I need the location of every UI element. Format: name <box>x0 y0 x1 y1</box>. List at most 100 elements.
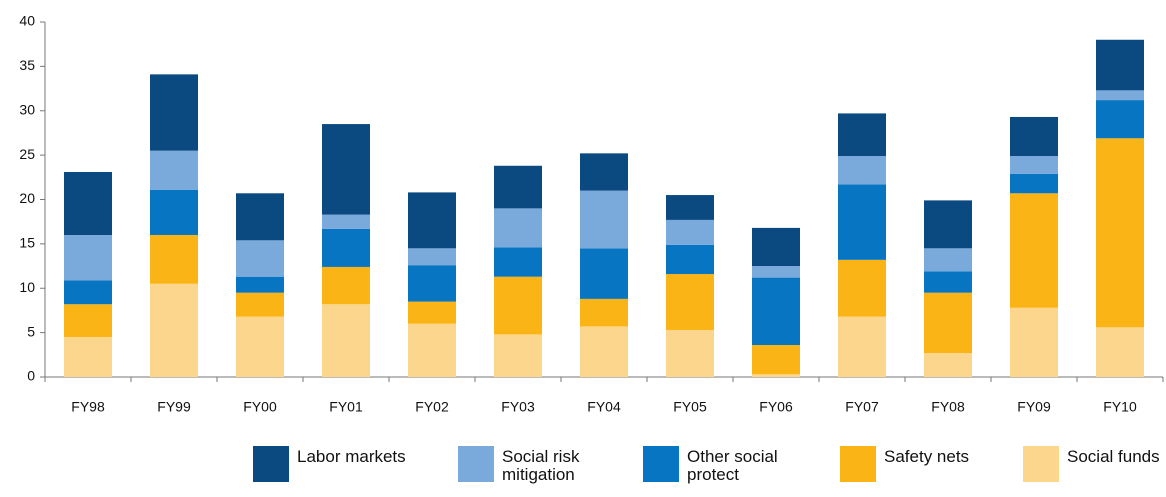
bar-segment <box>752 374 800 377</box>
bar-segment <box>494 208 542 248</box>
legend-item: Labor markets <box>253 446 407 482</box>
x-tick-label: FY00 <box>243 399 277 415</box>
bar-segment <box>64 171 112 235</box>
bar-segment <box>236 193 284 241</box>
bar-segment <box>236 240 284 277</box>
bar-segment <box>64 235 112 281</box>
chart: 0 5 10 15 20 25 30 35 40 FY98 FY99 FY00 FY01 FY02 FY03… <box>19 13 1164 415</box>
bar-segment <box>752 227 800 267</box>
bar-segment <box>322 228 370 267</box>
bar-segment <box>838 113 886 157</box>
bar-segment <box>1096 100 1144 139</box>
bar-segment <box>580 326 628 377</box>
x-tick-label: FY99 <box>157 399 191 415</box>
bar-segment <box>150 235 198 284</box>
x-tick-label: FY09 <box>1017 399 1051 415</box>
legend-swatch <box>1023 446 1059 482</box>
bar-segment <box>924 353 972 377</box>
bar-segment <box>1010 116 1058 157</box>
bar-segment <box>666 219 714 245</box>
bar-segment <box>494 276 542 335</box>
y-tick-label: 20 <box>19 190 35 206</box>
bar-segment <box>64 280 112 305</box>
x-tick-label: FY06 <box>759 399 793 415</box>
y-tick-label: 10 <box>19 279 35 295</box>
bar-segment <box>1096 90 1144 101</box>
legend-swatch <box>643 446 679 482</box>
bar-segment <box>838 259 886 317</box>
legend-swatch <box>458 446 494 482</box>
x-tick-label: FY08 <box>931 399 965 415</box>
y-tick-label: 40 <box>19 13 35 29</box>
bar-segment <box>752 345 800 375</box>
bar-segment <box>580 153 628 191</box>
y-tick-label: 35 <box>19 57 35 73</box>
bar-segment <box>322 124 370 215</box>
bar-segment <box>1096 138 1144 328</box>
bar-segment <box>322 214 370 229</box>
bar-segment <box>1010 193 1058 308</box>
y-tick-label: 5 <box>27 323 35 339</box>
bar-segment <box>1096 39 1144 91</box>
bar-segment <box>924 248 972 272</box>
legend: Labor markets Social risk mitigation Other… <box>0 446 1166 497</box>
bar-segment <box>752 266 800 278</box>
bar-segment <box>236 316 284 377</box>
y-tick-label: 25 <box>19 146 35 162</box>
bar-segment <box>150 283 198 377</box>
bar-segment <box>666 244 714 275</box>
legend-item: Social funds <box>1023 446 1166 482</box>
bar-segment <box>408 192 456 249</box>
bar-segment <box>64 304 112 338</box>
legend-item: Safety nets <box>840 446 994 482</box>
legend-item: Social risk mitigation <box>458 446 597 484</box>
legend-label: Social funds <box>1067 447 1160 466</box>
bar-segment <box>838 316 886 377</box>
legend-swatch <box>840 446 876 482</box>
bar-segment <box>322 304 370 377</box>
bar-segment <box>236 276 284 293</box>
bar-segment <box>924 271 972 293</box>
bar-segment <box>838 156 886 185</box>
bar-segment <box>408 323 456 377</box>
legend-label: Other social protect <box>687 447 778 484</box>
bar-segment <box>150 74 198 151</box>
bar-segment <box>1010 307 1058 377</box>
bar-segment <box>666 329 714 377</box>
bar-segment <box>580 298 628 327</box>
bar-segment <box>838 184 886 260</box>
bar-segment <box>494 247 542 277</box>
bar-segment <box>494 334 542 377</box>
bar-segment <box>322 266 370 305</box>
legend-item: Other social protect <box>643 446 797 484</box>
x-tick-label: FY10 <box>1103 399 1137 415</box>
y-tick-label: 0 <box>27 368 35 384</box>
bar-segment <box>924 200 972 249</box>
x-tick-label: FY05 <box>673 399 707 415</box>
y-tick-label: 15 <box>19 235 35 251</box>
x-tick-label: FY03 <box>501 399 535 415</box>
bar-segment <box>150 150 198 190</box>
legend-label: Safety nets <box>884 447 970 466</box>
bar-segment <box>408 265 456 302</box>
bar-segment <box>580 248 628 299</box>
bar-segment <box>752 277 800 346</box>
bar-segment <box>408 248 456 266</box>
bar-segment <box>924 292 972 354</box>
bar-segment <box>666 195 714 220</box>
x-tick-label: FY98 <box>71 399 105 415</box>
legend-swatch <box>253 446 289 482</box>
bar-segment <box>1096 327 1144 377</box>
y-tick-label: 30 <box>19 101 35 117</box>
bar-segment <box>408 301 456 324</box>
bar-segment <box>236 292 284 317</box>
bar-segment <box>580 190 628 249</box>
x-tick-label: FY02 <box>415 399 449 415</box>
x-tick-label: FY07 <box>845 399 879 415</box>
x-tick-label: FY04 <box>587 399 621 415</box>
legend-label: Labor markets <box>297 447 406 466</box>
bar-segment <box>494 165 542 209</box>
x-tick-label: FY01 <box>329 399 363 415</box>
legend-label: Social risk mitigation <box>502 447 580 484</box>
